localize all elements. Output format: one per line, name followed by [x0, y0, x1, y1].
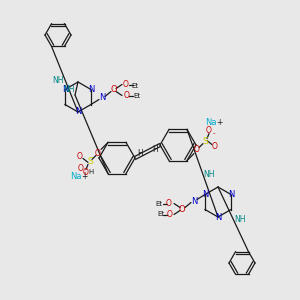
Text: O: O	[95, 149, 101, 158]
Text: S: S	[87, 157, 93, 166]
Text: S: S	[202, 137, 208, 146]
Text: O: O	[179, 205, 185, 214]
Text: O: O	[83, 168, 89, 177]
Text: -: -	[84, 169, 86, 175]
Text: O: O	[206, 126, 212, 135]
Text: Na: Na	[205, 118, 217, 127]
Text: NH: NH	[52, 76, 64, 85]
Text: N: N	[75, 107, 81, 116]
Text: O: O	[78, 164, 84, 173]
Text: N: N	[191, 197, 197, 206]
Text: Et: Et	[158, 211, 165, 217]
Text: O: O	[167, 210, 173, 219]
Text: +: +	[81, 172, 87, 181]
Text: -: -	[213, 130, 215, 136]
Text: O: O	[212, 142, 218, 151]
Text: H: H	[137, 149, 143, 158]
Text: O: O	[77, 152, 83, 161]
Text: N: N	[88, 85, 94, 94]
Text: N: N	[62, 85, 68, 94]
Text: H: H	[152, 145, 158, 154]
Text: N: N	[215, 212, 221, 221]
Text: NH: NH	[63, 85, 75, 94]
Text: O: O	[194, 145, 200, 154]
Text: N: N	[202, 190, 208, 199]
Text: O: O	[124, 91, 130, 100]
Text: H: H	[88, 169, 94, 175]
Text: O: O	[111, 85, 117, 94]
Text: N: N	[99, 93, 105, 102]
Text: NH: NH	[235, 215, 246, 224]
Text: Et: Et	[134, 92, 141, 98]
Text: O: O	[166, 199, 172, 208]
Text: Et: Et	[131, 82, 139, 88]
Text: Et: Et	[155, 200, 163, 206]
Text: NH: NH	[204, 170, 215, 179]
Text: O: O	[123, 80, 129, 89]
Text: Na: Na	[70, 172, 82, 181]
Text: N: N	[228, 190, 234, 199]
Text: +: +	[216, 118, 222, 127]
